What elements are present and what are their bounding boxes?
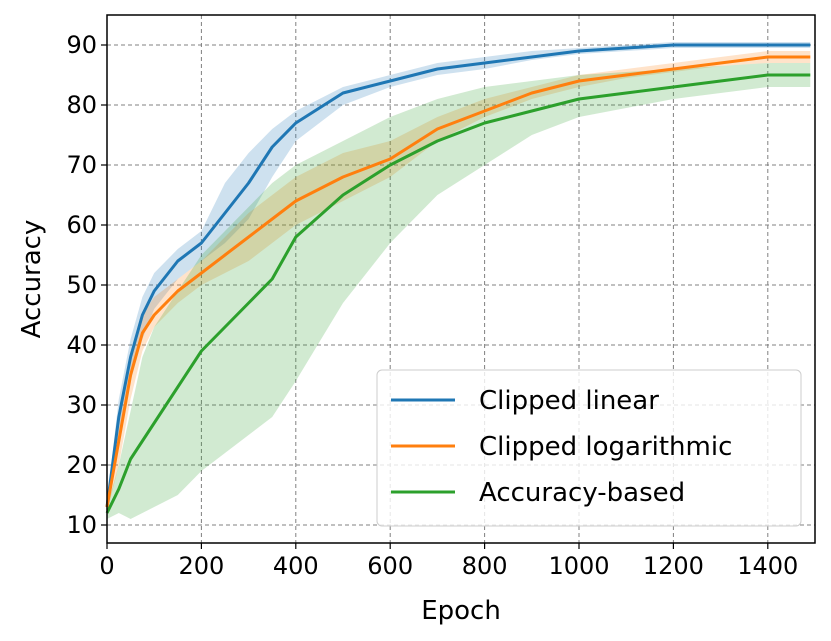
y-tick-label: 60 xyxy=(66,211,97,239)
confidence-bands xyxy=(107,42,811,519)
y-axis-label: Accuracy xyxy=(17,220,47,339)
plot-frame xyxy=(106,14,816,544)
legend-label-clipped-logarithmic: Clipped logarithmic xyxy=(479,432,732,462)
y-tick-label: 20 xyxy=(66,451,97,479)
y-tick-label: 90 xyxy=(66,31,97,59)
axis-ticks: 0 200 400 600 800 1000 1200 1400 10 20 30 40 50 60 70 8… xyxy=(66,31,798,580)
y-tick-label: 10 xyxy=(66,511,97,539)
x-tick-label: 0 xyxy=(99,552,114,580)
x-tick-label: 200 xyxy=(178,552,224,580)
x-tick-label: 1200 xyxy=(643,552,704,580)
x-tick-label: 600 xyxy=(367,552,413,580)
band-accuracy-based xyxy=(107,63,811,519)
x-tick-label: 1400 xyxy=(737,552,798,580)
line-clipped-logarithmic xyxy=(105,55,811,508)
line-accuracy-based xyxy=(105,73,811,514)
y-tick-label: 40 xyxy=(66,331,97,359)
y-tick-label: 30 xyxy=(66,391,97,419)
y-tick-label: 50 xyxy=(66,271,97,299)
y-tick-label: 70 xyxy=(66,151,97,179)
legend-label-accuracy-based: Accuracy-based xyxy=(479,478,685,508)
x-tick-label: 400 xyxy=(273,552,319,580)
x-axis-label: Epoch xyxy=(421,596,501,626)
legend-label-clipped-linear: Clipped linear xyxy=(479,386,659,416)
legend: Clipped linear Clipped logarithmic Accurac… xyxy=(376,369,802,527)
y-tick-label: 80 xyxy=(66,91,97,119)
legend-box xyxy=(376,369,802,527)
x-tick-label: 1000 xyxy=(548,552,609,580)
band-clipped-linear xyxy=(107,42,811,513)
series-lines xyxy=(105,43,811,514)
line-clipped-linear xyxy=(105,43,811,508)
x-tick-label: 800 xyxy=(462,552,508,580)
